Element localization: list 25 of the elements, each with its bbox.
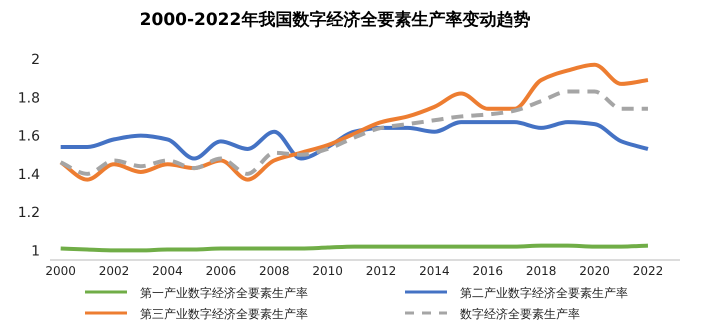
x-tick-label: 2002 [98, 264, 130, 278]
legend-label: 数字经济全要素生产率 [460, 307, 580, 321]
y-tick-label: 1.8 [18, 90, 40, 106]
x-tick-label: 2016 [472, 264, 504, 278]
y-tick-label: 1.4 [18, 166, 40, 183]
chart-title: 2000-2022年我国数字经济全要素生产率变动趋势 [140, 10, 530, 30]
x-tick-label: 2006 [206, 264, 236, 278]
x-tick-label: 2018 [526, 264, 556, 278]
y-tick-label: 1.6 [18, 128, 40, 145]
x-tick-label: 2020 [579, 264, 610, 278]
y-tick-label: 2 [31, 52, 40, 68]
legend-label: 第一产业数字经济全要素生产率 [140, 286, 308, 300]
legend-label: 第二产业数字经济全要素生产率 [460, 286, 628, 300]
x-tick-label: 2010 [312, 264, 343, 278]
legend-label: 第三产业数字经济全要素生产率 [140, 307, 308, 321]
x-tick-label: 2014 [419, 264, 450, 278]
x-tick-label: 2004 [152, 264, 183, 278]
x-tick-label: 2022 [632, 264, 664, 278]
x-tick-label: 2012 [366, 264, 396, 278]
x-tick-label: 2000 [45, 264, 76, 278]
line-series [58, 90, 650, 176]
y-tick-label: 1 [31, 243, 40, 260]
line-series [58, 62, 650, 182]
x-tick-label: 2008 [258, 264, 290, 278]
y-tick-label: 1.2 [18, 205, 40, 222]
